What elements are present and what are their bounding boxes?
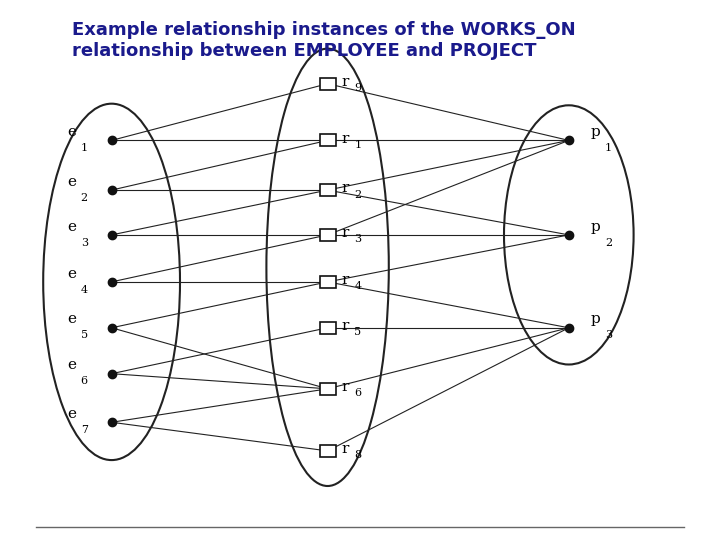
Text: 1: 1 <box>354 140 361 150</box>
Text: 6: 6 <box>81 376 88 387</box>
Text: p: p <box>590 220 600 234</box>
Text: r: r <box>341 181 348 195</box>
Text: r: r <box>341 75 348 89</box>
Text: e: e <box>68 313 76 327</box>
Bar <box>320 78 336 90</box>
Text: e: e <box>68 407 76 421</box>
Text: 2: 2 <box>354 190 361 200</box>
Text: 3: 3 <box>605 330 612 341</box>
Text: 7: 7 <box>81 425 88 435</box>
Text: r: r <box>341 132 348 146</box>
Text: r: r <box>341 380 348 394</box>
Text: 4: 4 <box>354 281 361 292</box>
Text: e: e <box>68 220 76 234</box>
Text: 2: 2 <box>605 238 612 248</box>
Text: Example relationship instances of the WORKS_ON: Example relationship instances of the WO… <box>72 21 575 39</box>
Bar <box>320 445 336 457</box>
Text: 5: 5 <box>81 330 88 341</box>
Text: 8: 8 <box>354 450 361 461</box>
Bar <box>320 383 336 395</box>
Bar <box>320 134 336 146</box>
Text: 9: 9 <box>354 83 361 93</box>
Text: r: r <box>341 442 348 456</box>
Text: 2: 2 <box>81 193 88 203</box>
Text: e: e <box>68 359 76 373</box>
Text: 4: 4 <box>81 285 88 295</box>
Bar <box>320 229 336 241</box>
Bar <box>320 276 336 288</box>
Text: e: e <box>68 267 76 281</box>
Text: 3: 3 <box>81 238 88 248</box>
Bar <box>320 322 336 334</box>
Text: r: r <box>341 273 348 287</box>
Text: e: e <box>68 125 76 139</box>
Text: 5: 5 <box>354 327 361 338</box>
Text: p: p <box>590 313 600 327</box>
Text: 1: 1 <box>81 143 88 153</box>
Text: 6: 6 <box>354 388 361 399</box>
Text: r: r <box>341 319 348 333</box>
Text: r: r <box>341 226 348 240</box>
Text: relationship between EMPLOYEE and PROJECT: relationship between EMPLOYEE and PROJEC… <box>72 42 536 60</box>
Text: e: e <box>68 175 76 189</box>
Text: 1: 1 <box>605 143 612 153</box>
Text: 3: 3 <box>354 234 361 245</box>
Bar <box>320 184 336 196</box>
Text: p: p <box>590 125 600 139</box>
